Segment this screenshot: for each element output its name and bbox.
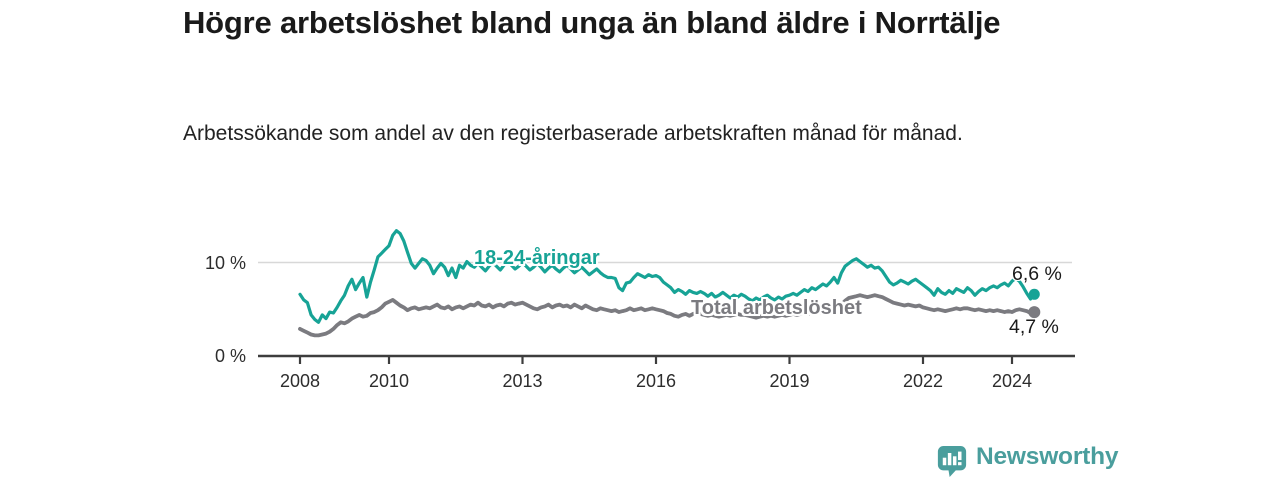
newsworthy-wordmark: Newsworthy — [976, 443, 1119, 470]
x-axis-tick-label: 2024 — [991, 371, 1033, 391]
x-axis-tick-label: 2008 — [279, 371, 321, 391]
series-label-youth: 18-24-åringar — [474, 247, 600, 269]
end-value-label-youth: 6,6 % — [1012, 263, 1062, 285]
series-end-dot-total — [1028, 306, 1041, 319]
x-axis-tick-label: 2013 — [502, 371, 543, 391]
series-label-total: Total arbetslöshet — [691, 297, 862, 319]
x-axis-tick-label: 2019 — [769, 371, 810, 391]
x-axis-tick-label: 2016 — [635, 371, 677, 391]
y-axis-tick-label: 10 % — [204, 252, 246, 273]
series-end-dot-youth — [1028, 288, 1040, 300]
chart-subtitle: Arbetssökande som andel av den registerb… — [183, 122, 963, 145]
newsworthy-logo-icon — [936, 444, 968, 478]
brand-footer: Newsworthy — [936, 443, 1119, 478]
end-value-label-total: 4,7 % — [1009, 316, 1059, 338]
x-axis-tick-label: 2010 — [368, 371, 410, 391]
series-line-total — [298, 293, 1037, 338]
chart-title: Högre arbetslöshet bland unga än bland ä… — [183, 5, 1001, 40]
series-line-youth — [298, 229, 1036, 324]
x-axis-tick-label: 2022 — [902, 371, 944, 391]
y-axis-tick-label: 0 % — [214, 346, 246, 366]
